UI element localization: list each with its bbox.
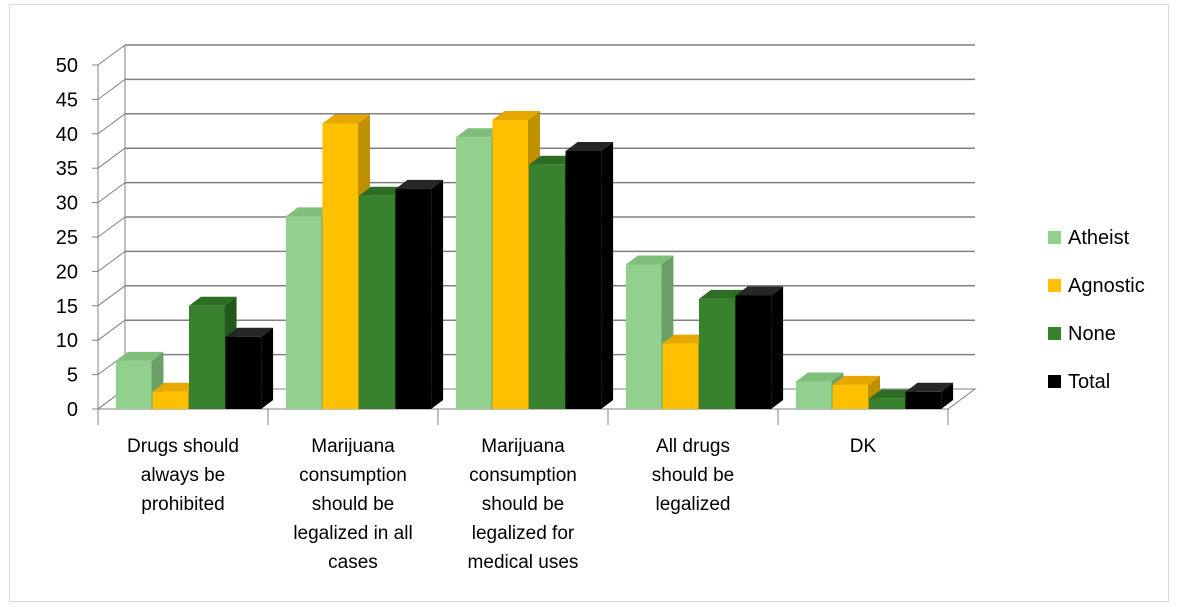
bar-top: [529, 155, 577, 165]
gridline-diag: [97, 147, 126, 169]
x-category-label: Drugs should: [127, 436, 239, 457]
bar-top: [455, 128, 504, 138]
gridline-diag: [97, 319, 126, 341]
bar: [699, 298, 735, 409]
bar-top: [359, 186, 407, 196]
x-category-label: should be: [652, 465, 734, 486]
bar-top: [832, 375, 880, 385]
x-category-label: consumption: [299, 465, 407, 486]
y-tick-label: 10: [56, 330, 78, 352]
y-tick-label: 30: [56, 193, 78, 215]
gridline-diag: [97, 216, 126, 238]
y-tick-label: 5: [67, 365, 78, 387]
bar: [359, 195, 395, 409]
legend-swatch: [1048, 279, 1061, 292]
gridline-diag: [97, 182, 126, 204]
legend-label: Total: [1068, 371, 1110, 393]
y-tick-label: 50: [56, 55, 78, 77]
y-tick-label: 20: [56, 261, 78, 283]
bar: [395, 188, 432, 409]
bar-layer: [115, 111, 954, 410]
x-category-label: Marijuana: [481, 436, 565, 457]
bar: [832, 384, 868, 409]
x-category-label: Marijuana: [311, 436, 395, 457]
bar-top: [795, 372, 844, 382]
chart-frame: [9, 4, 1169, 602]
x-category-label: DK: [850, 436, 877, 457]
bar: [189, 305, 225, 409]
x-category-label: legalized in all: [293, 523, 412, 544]
legend-label: Agnostic: [1068, 275, 1145, 297]
bar: [115, 360, 152, 409]
bar-side: [771, 286, 784, 409]
y-tick-label: 40: [56, 124, 78, 146]
x-category-label: medical uses: [468, 552, 579, 573]
bar-top: [225, 327, 274, 337]
x-category-label: legalized: [656, 494, 731, 515]
bar: [565, 151, 602, 409]
bar: [662, 343, 698, 409]
y-tick-label: 45: [56, 89, 78, 111]
x-category-label: consumption: [469, 465, 577, 486]
gridline-diag: [97, 285, 126, 307]
bar-side: [261, 327, 274, 409]
bar-top: [565, 142, 614, 151]
bar-side: [601, 142, 614, 409]
bar: [322, 123, 358, 409]
bar-top: [395, 179, 444, 189]
legend-swatch: [1048, 231, 1061, 244]
bar: [905, 391, 942, 409]
bar-side: [941, 382, 954, 409]
bar-top: [322, 114, 370, 124]
bar-side: [431, 179, 444, 409]
legend-swatch: [1048, 327, 1061, 340]
bar: [529, 164, 565, 409]
bar: [285, 216, 322, 409]
bar-top: [625, 255, 674, 265]
bar-top: [869, 389, 917, 399]
bar-top: [735, 286, 784, 296]
bar: [869, 398, 905, 409]
y-tick-label: 25: [56, 227, 78, 249]
label-layer: 0 5 10 15 20 25 30 35 40 45 50 Drugs should always b…: [56, 55, 877, 573]
gridline-diag: [97, 44, 126, 66]
x-category-label: always be: [141, 465, 226, 486]
bar: [492, 120, 528, 409]
y-tick-label: 35: [56, 158, 78, 180]
y-tick-label: 0: [67, 399, 78, 421]
x-category-label: legalized for: [472, 523, 575, 544]
bar-top: [662, 334, 710, 344]
bar-top: [905, 382, 954, 392]
x-category-label: All drugs: [656, 436, 730, 457]
gridline-diag: [97, 250, 126, 272]
legend-label: None: [1068, 323, 1116, 345]
x-category-label: cases: [328, 552, 378, 573]
gridline-diag: [97, 113, 126, 135]
bar-top: [189, 296, 237, 306]
bar: [735, 295, 772, 409]
bar-top: [115, 351, 164, 361]
gridline-diag: [97, 78, 126, 100]
x-category-label: prohibited: [141, 494, 224, 515]
legend: Atheist Agnostic None Total: [1048, 227, 1145, 393]
bar: [625, 264, 662, 409]
bar: [455, 137, 492, 410]
bar: [152, 391, 188, 409]
bar-top: [492, 111, 540, 121]
x-category-label: should be: [482, 494, 564, 515]
bar-top: [152, 382, 200, 392]
bar: [795, 381, 832, 409]
bar: [225, 336, 262, 409]
legend-swatch: [1048, 375, 1061, 388]
legend-label: Atheist: [1068, 227, 1130, 249]
x-category-label: should be: [312, 494, 394, 515]
bar-top: [285, 207, 334, 217]
bar-top: [699, 289, 747, 299]
y-tick-label: 15: [56, 296, 78, 318]
